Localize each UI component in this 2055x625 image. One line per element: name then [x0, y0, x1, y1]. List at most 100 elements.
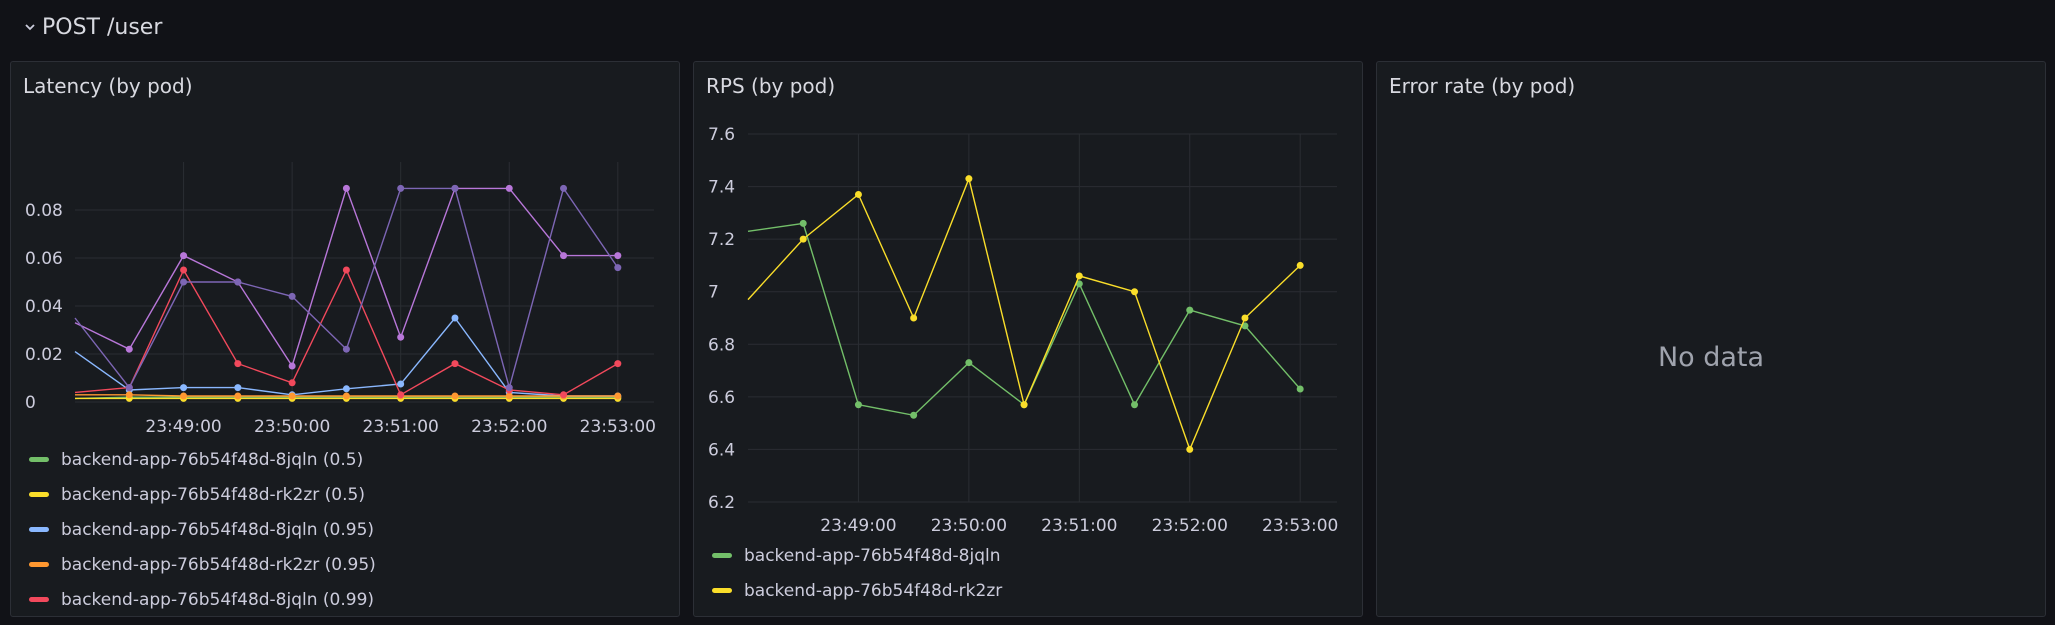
y-tick-label: 7: [708, 283, 719, 303]
data-point: [1241, 314, 1249, 322]
x-tick-label: 23:52:00: [1152, 516, 1228, 536]
x-tick-label: 23:49:00: [820, 516, 896, 536]
data-point: [560, 391, 568, 399]
data-point: [234, 392, 242, 400]
data-point: [288, 379, 296, 387]
data-point: [1131, 401, 1139, 409]
data-point: [451, 314, 459, 322]
data-point: [505, 384, 513, 392]
x-tick-label: 23:52:00: [471, 417, 547, 437]
legend-label: backend-app-76b54f48d-rk2zr: [744, 580, 1003, 601]
data-point: [342, 345, 350, 353]
x-tick-label: 23:51:00: [363, 417, 439, 437]
data-point: [965, 359, 973, 367]
legend-swatch: [29, 492, 49, 497]
y-tick-label: 6.2: [708, 493, 735, 513]
row-header[interactable]: POST /user: [0, 0, 2055, 54]
y-tick-label: 7.2: [708, 230, 735, 250]
legend-swatch: [29, 457, 49, 462]
data-point: [397, 391, 405, 399]
panel-title: Latency (by pod): [23, 74, 193, 98]
data-point: [560, 252, 568, 260]
data-point: [799, 235, 807, 243]
legend-label: backend-app-76b54f48d-rk2zr (0.5): [61, 484, 365, 505]
panel-title: Error rate (by pod): [1389, 74, 1576, 98]
data-point: [854, 401, 862, 409]
data-point: [1241, 322, 1249, 330]
data-point: [1075, 280, 1083, 288]
legend-item[interactable]: backend-app-76b54f48d-8jqln: [712, 538, 1002, 573]
y-tick-label: 6.6: [708, 388, 735, 408]
rps-chart: 6.2 6.4 6.6 6.8 7 7.2 7.4 7.6 23:49:00 23:50:00 23…: [708, 125, 1338, 536]
data-point: [614, 360, 622, 368]
y-tick-label: 7.6: [708, 125, 735, 145]
x-tick-label: 23:50:00: [254, 417, 330, 437]
x-tick-label: 23:53:00: [1262, 516, 1338, 536]
legend-swatch: [29, 562, 49, 567]
data-point: [799, 219, 807, 227]
data-point: [397, 333, 405, 341]
data-point: [560, 184, 568, 192]
latency-panel[interactable]: Latency (by pod) 0 0.02 0.04 0.06 0.08 23:49:…: [10, 61, 680, 617]
legend-swatch: [29, 597, 49, 602]
legend-label: backend-app-76b54f48d-8jqln (0.5): [61, 449, 364, 470]
y-tick-label: 0.08: [25, 201, 63, 221]
data-point: [1186, 306, 1194, 314]
data-point: [234, 360, 242, 368]
x-tick-label: 23:53:00: [580, 417, 656, 437]
legend-label: backend-app-76b54f48d-8jqln (0.99): [61, 589, 375, 610]
legend-item[interactable]: backend-app-76b54f48d-rk2zr (0.95): [29, 547, 376, 582]
data-point: [342, 385, 350, 393]
data-point: [505, 392, 513, 400]
data-point: [288, 362, 296, 370]
data-point: [180, 252, 188, 260]
rps-panel[interactable]: RPS (by pod) 6.2 6.4 6.6 6.8 7 7.2 7.4 7.6 23:49…: [693, 61, 1363, 617]
legend-label: backend-app-76b54f48d-rk2zr (0.95): [61, 554, 376, 575]
data-point: [1296, 261, 1304, 269]
data-point: [614, 264, 622, 272]
data-point: [288, 292, 296, 300]
data-point: [397, 184, 405, 192]
data-point: [234, 384, 242, 392]
legend-swatch: [712, 553, 732, 558]
x-tick-label: 23:51:00: [1041, 516, 1117, 536]
data-point: [1075, 272, 1083, 280]
legend-swatch: [712, 588, 732, 593]
data-point: [910, 314, 918, 322]
data-point: [180, 266, 188, 274]
data-point: [125, 345, 133, 353]
data-point: [234, 278, 242, 286]
data-point: [397, 380, 405, 388]
y-tick-label: 0.04: [25, 297, 63, 317]
series-line: [74, 186, 618, 368]
y-tick-label: 6.8: [708, 335, 735, 355]
series-line: [74, 186, 619, 391]
y-tick-label: 6.4: [708, 440, 735, 460]
legend-swatch: [29, 527, 49, 532]
legend-item[interactable]: backend-app-76b54f48d-8jqln (0.99): [29, 582, 376, 616]
chevron-down-icon[interactable]: [22, 19, 38, 35]
y-tick-label: 0.06: [25, 249, 63, 269]
data-point: [505, 184, 513, 192]
data-point: [1296, 385, 1304, 393]
data-point: [288, 392, 296, 400]
no-data-message: No data: [1657, 342, 1765, 373]
data-point: [451, 184, 459, 192]
data-point: [125, 384, 133, 392]
data-point: [451, 392, 459, 400]
legend-item[interactable]: backend-app-76b54f48d-8jqln (0.5): [29, 442, 376, 477]
y-tick-label: 7.4: [708, 178, 735, 198]
legend-item[interactable]: backend-app-76b54f48d-8jqln (0.95): [29, 512, 376, 547]
rps-legend: backend-app-76b54f48d-8jqln backend-app-7…: [712, 538, 1002, 608]
legend-item[interactable]: backend-app-76b54f48d-rk2zr (0.5): [29, 477, 376, 512]
data-point: [1186, 445, 1194, 453]
data-point: [180, 384, 188, 392]
latency-chart: 0 0.02 0.04 0.06 0.08 23:49:00 23:50:00 23:51:0…: [25, 162, 656, 437]
data-point: [614, 392, 622, 400]
data-point: [125, 391, 133, 399]
x-tick-label: 23:49:00: [145, 417, 221, 437]
error-rate-panel[interactable]: Error rate (by pod) No data: [1376, 61, 2046, 617]
legend-item[interactable]: backend-app-76b54f48d-rk2zr: [712, 573, 1002, 608]
data-point: [342, 392, 350, 400]
data-point: [614, 252, 622, 260]
